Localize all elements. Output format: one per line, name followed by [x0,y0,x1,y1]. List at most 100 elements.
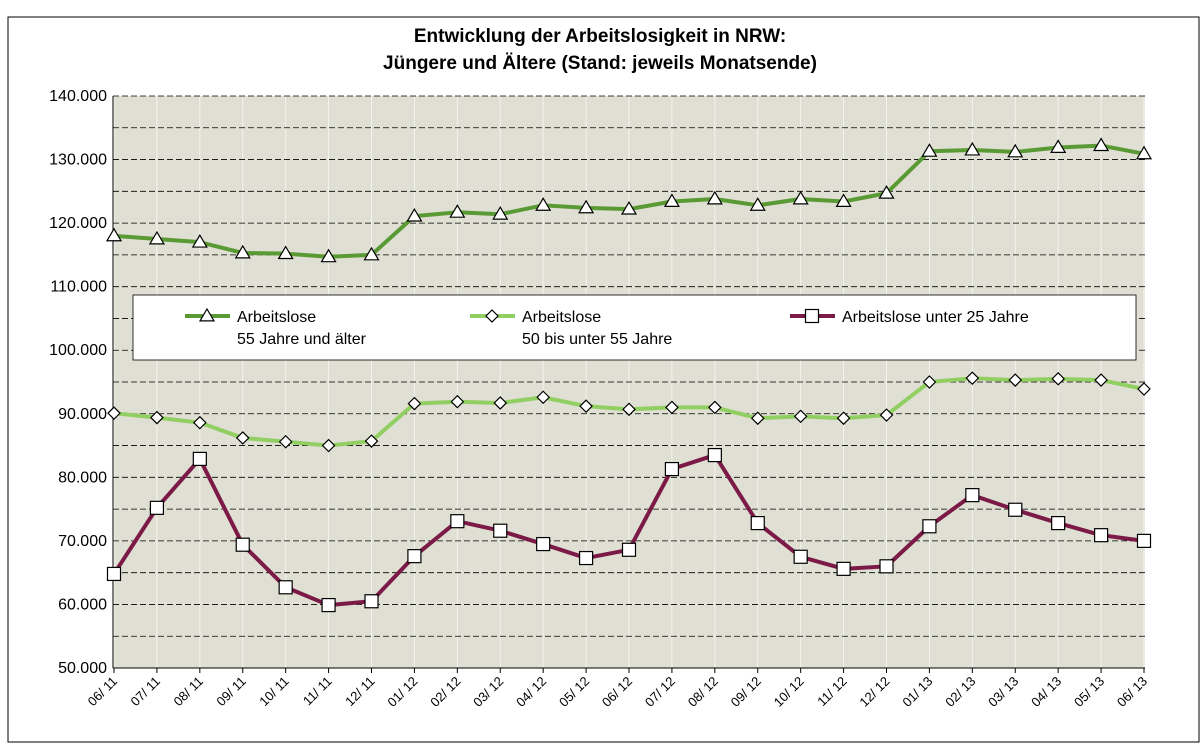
point-marker [964,141,981,156]
legend-label: Arbeitslose 55 Jahre und älter [237,309,367,348]
point-marker [965,488,980,503]
y-tick-label: 100.000 [49,342,107,359]
point-marker [922,375,937,389]
point-marker [707,447,722,463]
point-marker [106,566,122,582]
point-marker [922,519,937,534]
point-marker [836,561,851,576]
point-marker [622,402,636,417]
point-marker [663,193,680,208]
point-marker [363,246,380,261]
point-marker [1008,502,1023,517]
point-marker [1051,515,1066,531]
point-marker [878,185,895,199]
point-marker [620,200,638,215]
point-marker [836,411,851,426]
point-marker [664,461,680,477]
point-marker [407,396,422,411]
point-marker [1093,528,1109,543]
legend-label-line: Arbeitslose unter 25 Jahre [842,309,1029,326]
point-marker [792,190,809,205]
y-tick-label: 130.000 [49,152,107,169]
point-marker [321,438,336,453]
point-marker [707,400,722,415]
point-marker [750,515,765,531]
point-marker [198,307,216,322]
y-tick-label: 110.000 [50,279,107,296]
point-marker [149,500,165,515]
point-marker [1093,137,1110,152]
point-marker [191,233,208,248]
point-marker [485,309,499,323]
point-marker [804,308,820,324]
point-marker [1007,143,1024,158]
point-marker [1051,371,1066,386]
point-marker [407,549,422,564]
point-marker [536,390,551,405]
point-marker [665,400,679,415]
point-marker [148,230,165,245]
y-tick-label: 90.000 [58,406,107,423]
point-marker [965,371,980,386]
point-marker [150,410,164,425]
point-marker [1137,382,1151,396]
point-marker [578,199,595,214]
point-marker [234,244,251,259]
point-marker [621,542,637,557]
point-marker [578,550,594,566]
point-marker [192,451,207,467]
legend-label-line: Arbeitslose [237,309,316,326]
point-marker [493,523,508,538]
point-marker [278,580,293,595]
point-marker [321,597,336,613]
legend-label: Arbeitslose 50 bis unter 55 Jahre [522,309,672,348]
point-marker [879,408,894,422]
legend-label-line: Arbeitslose [522,309,601,326]
y-tick-label: 120.000 [49,215,107,232]
point-marker [793,409,808,424]
y-tick-label: 70.000 [58,533,107,550]
point-marker [493,396,508,410]
point-marker [107,406,121,420]
point-marker [706,190,723,205]
point-marker [278,434,293,449]
point-marker [192,415,207,430]
point-marker [1050,139,1067,153]
point-marker [921,143,938,157]
point-marker [449,204,466,218]
legend-label-line: 55 Jahre und älter [237,331,367,348]
point-marker [1135,145,1153,160]
point-marker [793,549,808,564]
legend-box [132,294,1137,361]
point-marker [364,594,379,609]
point-marker [277,245,294,260]
point-marker [406,207,423,222]
y-tick-label: 80.000 [58,469,107,486]
chart-title: Entwicklung der Arbeitslosigkeit in NRW: [414,26,786,47]
point-marker [492,206,509,220]
point-marker [835,193,852,208]
point-marker [450,514,465,529]
point-marker [749,197,766,211]
y-tick-label: 50.000 [58,660,107,677]
y-tick-label: 140.000 [49,88,107,105]
point-marker [364,434,379,448]
point-marker [320,248,337,263]
y-tick-label: 60.000 [58,596,107,613]
point-marker [1136,533,1152,548]
point-marker [450,394,465,409]
point-marker [536,536,551,552]
point-marker [579,399,593,413]
legend-label-line: 50 bis unter 55 Jahre [522,331,672,348]
point-marker [1008,373,1023,387]
point-marker [535,197,552,211]
chart-subtitle: Jüngere und Ältere (Stand: jeweils Monat… [383,53,817,74]
point-marker [105,227,123,242]
point-marker [235,537,250,552]
point-marker [235,431,250,445]
legend-label: Arbeitslose unter 25 Jahre [842,309,1029,326]
point-marker [750,411,765,426]
point-marker [879,559,894,574]
point-marker [1094,373,1108,387]
